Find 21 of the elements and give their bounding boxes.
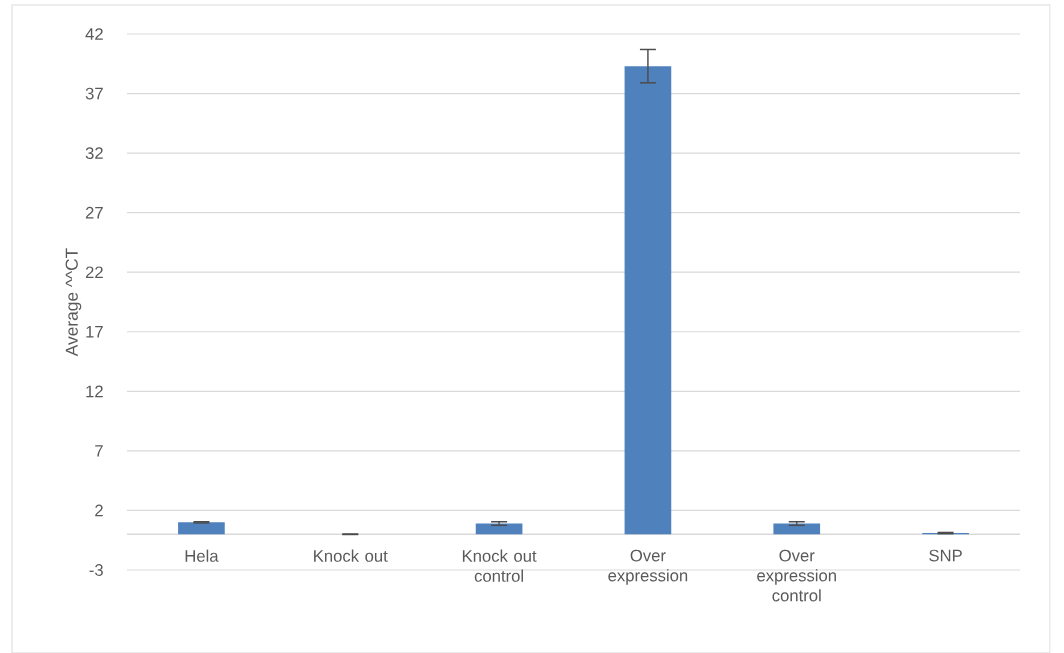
y-tick-label: -3: [89, 563, 103, 576]
bar: [773, 523, 821, 535]
y-axis-title: Average ^^CT: [65, 247, 82, 356]
bar: [475, 523, 523, 535]
y-tick-label: 37: [85, 87, 103, 100]
x-tick-label: Over expression control: [757, 549, 836, 602]
y-tick-label: 27: [85, 206, 103, 219]
y-tick-label: 7: [95, 444, 103, 457]
y-tick-label: 22: [85, 266, 103, 278]
y-tick-label: 42: [85, 27, 103, 40]
x-tick-label: Over expression: [608, 549, 688, 585]
bar: [178, 522, 225, 535]
y-tick-label: 2: [95, 504, 103, 517]
x-tick-label: Hela: [185, 549, 219, 562]
bar: [624, 65, 672, 535]
x-tick-label: SNP: [929, 549, 962, 562]
x-tick-label: Knock out: [314, 549, 388, 562]
y-tick-label: 32: [85, 146, 103, 159]
y-tick-label: 12: [86, 385, 103, 397]
x-tick-label: Knock out control: [462, 549, 537, 582]
y-tick-label: 17: [86, 325, 103, 338]
